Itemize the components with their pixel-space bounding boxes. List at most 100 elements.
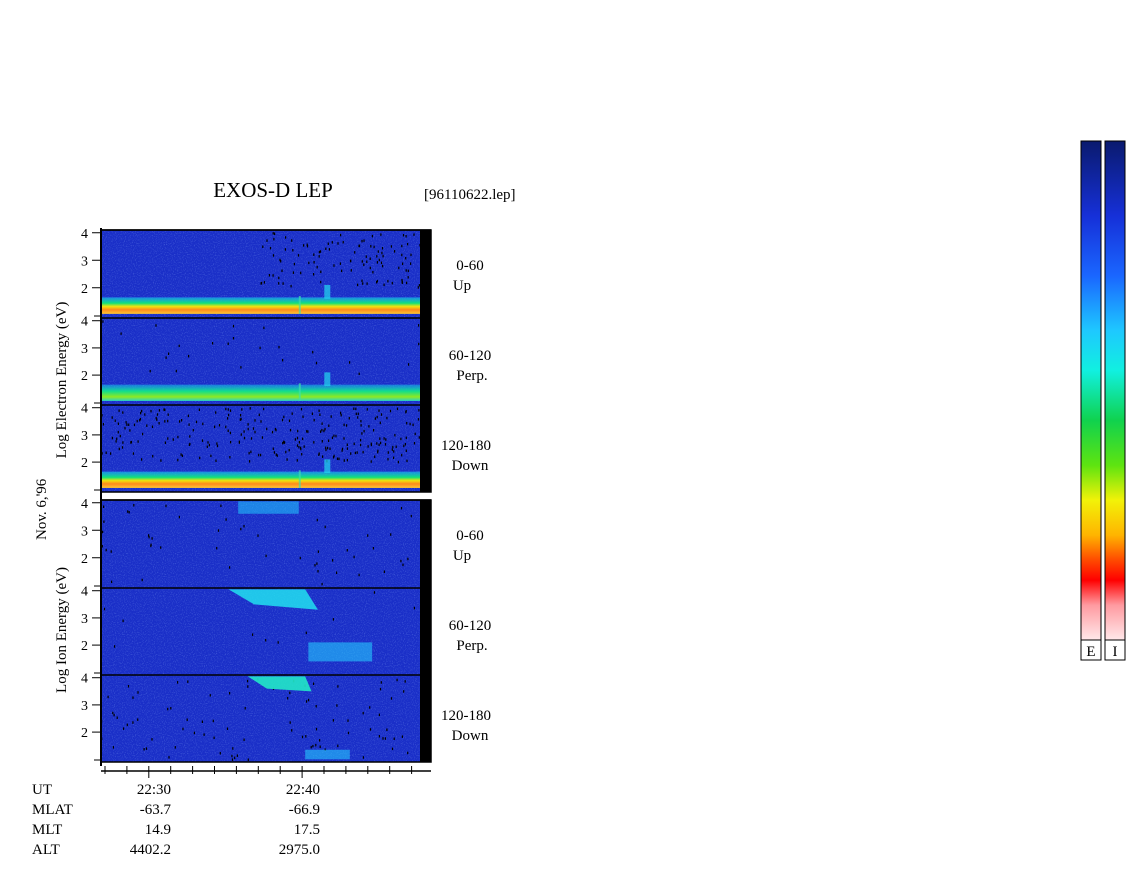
dropout-speck	[155, 324, 157, 327]
dropout-speck	[113, 713, 115, 717]
electron-spike	[324, 285, 331, 299]
dropout-speck	[412, 423, 414, 427]
dropout-speck	[122, 619, 124, 623]
dropout-speck	[105, 451, 107, 454]
dropout-speck	[160, 459, 162, 462]
dropout-speck	[132, 696, 134, 699]
dropout-speck	[278, 282, 280, 285]
dropout-speck	[346, 443, 348, 446]
dropout-speck	[158, 409, 160, 412]
dropout-speck	[377, 250, 379, 253]
dir-label: Perp.	[456, 638, 487, 654]
dropout-speck	[227, 342, 229, 345]
dropout-speck	[400, 506, 403, 510]
dropout-speck	[282, 441, 284, 445]
dir-label: Down	[452, 728, 489, 744]
dropout-speck	[353, 555, 355, 559]
dropout-speck	[226, 727, 229, 730]
dropout-speck	[141, 578, 143, 582]
dir-label: Down	[452, 458, 489, 474]
ephem-alt: 4402.2	[130, 842, 171, 858]
dropout-speck	[269, 246, 272, 250]
y-tick-label: 4	[81, 315, 88, 330]
dropout-speck	[260, 420, 262, 423]
dropout-speck	[365, 255, 367, 258]
dropout-speck	[418, 284, 420, 287]
dropout-speck	[119, 434, 121, 438]
dropout-speck	[373, 245, 375, 249]
colorbar-e-label-box	[1080, 639, 1102, 661]
ephem-alt: 2975.0	[279, 842, 320, 858]
dropout-speck	[130, 441, 132, 444]
dropout-speck	[376, 442, 378, 445]
dropout-speck	[188, 354, 190, 358]
dropout-speck	[167, 419, 169, 423]
dropout-speck	[281, 418, 284, 422]
spectrogram-panel	[101, 404, 431, 492]
dropout-speck	[337, 242, 339, 245]
dropout-speck	[307, 430, 309, 433]
dropout-speck	[313, 253, 315, 256]
colorbar-i-label-box	[1104, 639, 1126, 661]
electron-spike	[298, 470, 301, 488]
dropout-speck	[158, 422, 160, 425]
dropout-speck	[289, 428, 292, 432]
y-tick-label: 4	[81, 672, 88, 687]
dropout-speck	[410, 253, 412, 257]
dropout-speck	[418, 409, 420, 412]
dropout-speck	[362, 711, 364, 715]
dropout-speck	[126, 423, 128, 426]
dropout-speck	[383, 570, 385, 573]
ion-enhancement	[247, 676, 312, 692]
dropout-speck	[151, 425, 154, 428]
dropout-speck	[366, 282, 368, 285]
dropout-speck	[390, 533, 392, 536]
dropout-speck	[382, 737, 384, 740]
dropout-speck	[273, 451, 275, 454]
dropout-speck	[405, 269, 407, 272]
dropout-speck	[373, 591, 375, 594]
spectrogram-panel	[101, 499, 431, 588]
dropout-speck	[139, 419, 141, 422]
y-tick-label: 3	[81, 429, 88, 444]
dropout-speck	[385, 438, 387, 441]
dropout-speck	[379, 437, 381, 440]
dropout-speck	[292, 249, 294, 252]
dropout-speck	[189, 442, 191, 446]
colorbars: E I	[1080, 140, 1126, 661]
dropout-speck	[271, 430, 274, 434]
dropout-speck	[355, 407, 357, 411]
dropout-speck	[283, 441, 285, 444]
dropout-speck	[410, 262, 412, 265]
y-tick-label: 4	[81, 585, 88, 600]
colorbar-e-label: E	[1086, 644, 1095, 660]
dropout-speck	[272, 447, 274, 450]
dropout-speck	[243, 525, 245, 528]
dropout-speck	[261, 436, 263, 439]
dropout-speck	[332, 559, 334, 562]
spectrogram-panel	[101, 229, 431, 318]
dropout-speck	[297, 429, 299, 433]
dropout-speck	[156, 418, 158, 421]
dropout-speck	[369, 257, 371, 260]
dropout-speck	[296, 459, 298, 462]
dropout-speck	[201, 720, 203, 723]
dropout-speck	[141, 409, 143, 413]
dropout-speck	[390, 697, 393, 700]
dropout-speck	[316, 265, 318, 269]
dropout-speck	[340, 413, 342, 417]
dropout-speck	[350, 452, 352, 455]
dropout-speck	[382, 264, 384, 268]
dropout-speck	[312, 350, 314, 354]
dropout-speck	[215, 411, 217, 414]
dropout-speck	[259, 346, 261, 350]
dropout-speck	[386, 728, 388, 731]
dropout-speck	[155, 416, 157, 420]
dropout-speck	[315, 743, 317, 747]
dropout-speck	[315, 361, 318, 365]
dropout-speck	[252, 427, 255, 430]
dropout-speck	[315, 705, 317, 708]
dropout-speck	[413, 442, 416, 445]
dropout-speck	[418, 342, 420, 346]
dropout-speck	[275, 453, 277, 456]
